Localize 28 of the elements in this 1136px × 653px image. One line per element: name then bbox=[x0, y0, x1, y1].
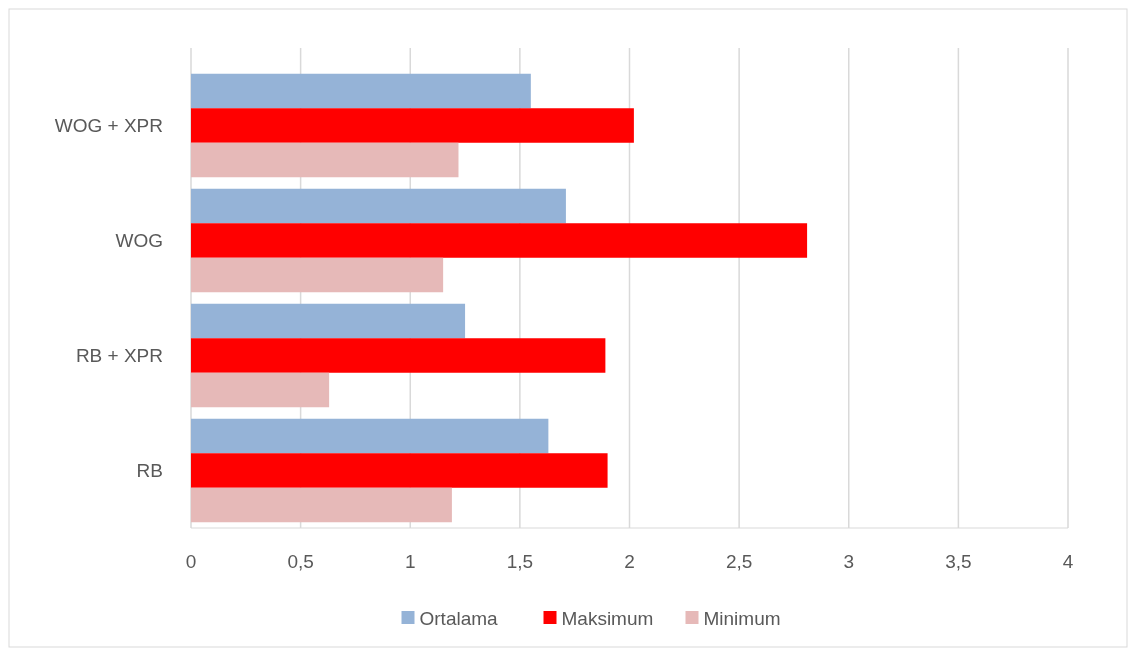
bar bbox=[191, 453, 608, 488]
bar bbox=[191, 372, 330, 408]
x-tick-label: 0,5 bbox=[287, 551, 314, 572]
bar bbox=[191, 188, 566, 224]
x-tick-label: 2 bbox=[624, 551, 635, 572]
x-tick-label: 3,5 bbox=[945, 551, 972, 572]
x-tick-label: 2,5 bbox=[725, 551, 753, 572]
x-tick-label: 3 bbox=[843, 551, 855, 572]
bar bbox=[191, 257, 444, 293]
bar bbox=[191, 418, 549, 454]
bar bbox=[191, 223, 808, 258]
legend-label: Minimum bbox=[703, 607, 781, 629]
legend-label: Maksimum bbox=[561, 607, 654, 629]
y-tick-label: WOG + XPR bbox=[54, 115, 163, 137]
x-tick-label: 4 bbox=[1062, 551, 1074, 572]
x-tick-label: 1 bbox=[404, 551, 416, 572]
y-tick-label: RB bbox=[136, 460, 163, 482]
x-tick-label: 1,5 bbox=[506, 551, 534, 572]
legend-label: Ortalama bbox=[419, 607, 499, 629]
bar bbox=[191, 303, 466, 339]
y-tick-label: WOG bbox=[115, 230, 163, 252]
bar bbox=[191, 142, 459, 178]
y-tick-label: RB + XPR bbox=[75, 345, 163, 367]
bar bbox=[191, 338, 606, 373]
bar bbox=[191, 108, 634, 143]
x-tick-label: 0 bbox=[185, 551, 197, 572]
bar bbox=[191, 487, 452, 523]
bar bbox=[191, 73, 531, 109]
